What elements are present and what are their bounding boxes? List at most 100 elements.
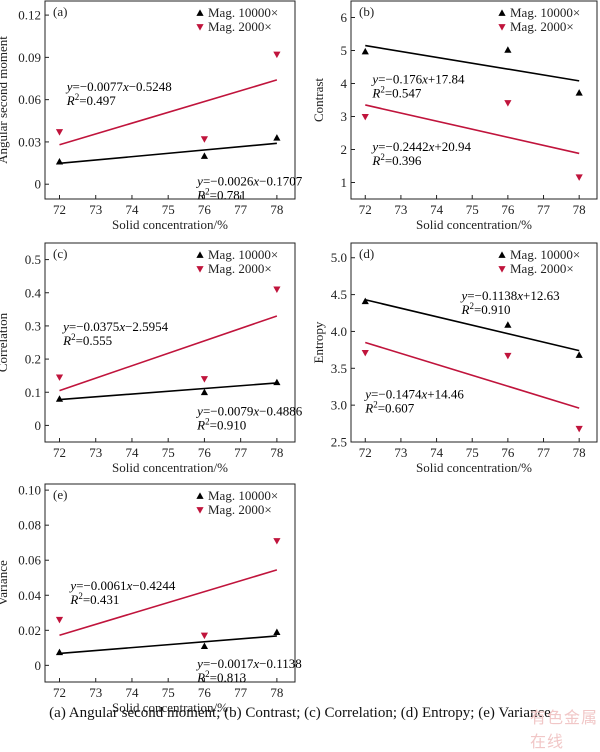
data-point	[273, 51, 281, 59]
fit-r-squared: R2=0.431	[69, 591, 119, 607]
fit-equation: y=−0.0026x−0.1707	[195, 174, 303, 189]
fit-r-squared: R2=0.910	[196, 416, 246, 432]
x-axis-label: Solid concentration/%	[416, 217, 532, 232]
x-tick-label: 78	[573, 202, 586, 217]
fit-r-squared: R2=0.813	[196, 669, 246, 685]
x-tick-label: 72	[53, 202, 66, 217]
x-tick-label: 73	[89, 445, 102, 460]
legend-label: Mag. 2000×	[208, 19, 272, 34]
fit-equation: y=−0.0375x−2.5954	[61, 319, 169, 334]
fit-line	[365, 104, 580, 155]
y-tick-label: 0.04	[18, 588, 41, 603]
plot-frame	[44, 242, 296, 443]
x-axis-label: Solid concentration/%	[112, 700, 228, 715]
y-axis-label: Variance	[0, 560, 10, 606]
data-point	[575, 351, 583, 358]
data-point	[273, 378, 281, 386]
y-tick-label: 3	[341, 109, 348, 124]
legend-marker	[498, 9, 506, 16]
x-tick-label: 74	[125, 202, 139, 217]
x-tick-label: 77	[537, 202, 551, 217]
x-tick-label: 75	[162, 445, 175, 460]
y-axis-label: Entropy	[311, 321, 326, 363]
y-tick-label: 3.0	[331, 398, 347, 413]
fit-r-squared: R2=0.910	[461, 301, 511, 317]
x-axis-label: Solid concentration/%	[112, 217, 228, 232]
data-point	[504, 100, 512, 107]
fit-equation: y=−0.0017x−0.1138	[195, 656, 302, 671]
legend-marker	[196, 492, 204, 499]
data-point	[200, 152, 209, 159]
x-tick-label: 78	[270, 202, 283, 217]
figure-caption: (a) Angular second moment; (b) Contrast;…	[49, 705, 551, 721]
y-tick-label: 5.0	[331, 250, 347, 265]
x-tick-label: 73	[89, 685, 102, 700]
x-tick-label: 74	[125, 445, 139, 460]
data-point	[55, 616, 64, 624]
data-point	[273, 538, 281, 545]
y-tick-label: 0.1	[25, 385, 41, 400]
y-tick-label: 6	[341, 10, 348, 25]
x-tick-label: 76	[198, 445, 212, 460]
y-axis-label: Contrast	[311, 78, 326, 122]
x-tick-label: 75	[162, 685, 175, 700]
fit-line	[59, 635, 277, 655]
panel-label: (b)	[359, 4, 374, 19]
data-point	[200, 376, 209, 383]
x-axis-label: Solid concentration/%	[112, 460, 228, 475]
y-tick-label: 0.08	[18, 518, 41, 533]
y-tick-label: 0.4	[25, 285, 42, 300]
x-tick-label: 72	[53, 685, 66, 700]
panel-label: (c)	[53, 246, 67, 261]
legend-marker	[196, 24, 204, 31]
legend-marker	[196, 9, 204, 16]
panel-label: (a)	[53, 4, 67, 19]
x-tick-label: 77	[537, 445, 551, 460]
data-point	[273, 286, 281, 294]
fit-equation: y=−0.2442x+20.94	[370, 139, 471, 154]
panel-label: (d)	[359, 246, 374, 261]
x-tick-label: 76	[501, 445, 515, 460]
fit-r-squared: R2=0.396	[371, 152, 422, 168]
x-tick-label: 77	[234, 685, 248, 700]
data-point	[273, 628, 281, 635]
data-point	[55, 158, 64, 165]
x-tick-label: 73	[394, 202, 407, 217]
legend-label: Mag. 2000×	[208, 502, 272, 517]
fit-line	[59, 79, 278, 146]
x-tick-label: 78	[270, 685, 283, 700]
y-tick-label: 0.2	[25, 352, 41, 367]
y-tick-label: 0	[35, 418, 42, 433]
watermark: 有色金属在线	[530, 708, 599, 751]
panel-label: (e)	[53, 487, 67, 502]
legend-marker	[498, 24, 506, 31]
data-point	[361, 113, 369, 121]
y-tick-label: 0.5	[25, 252, 41, 267]
fit-line	[365, 44, 580, 82]
x-tick-label: 76	[501, 202, 515, 217]
y-tick-label: 0.06	[18, 553, 41, 568]
y-tick-label: 4.5	[331, 287, 347, 302]
fit-equation: y=−0.1138x+12.63	[460, 288, 560, 303]
fit-equation: y=−0.1474x+14.46	[363, 387, 464, 402]
fit-line	[59, 382, 277, 401]
fit-equation: y=−0.0061x−0.4244	[68, 578, 176, 593]
plot-frame	[350, 0, 598, 200]
chart-panel-e: 72 73 74 75 76 77 78 0 0.02 0.04 0.06 0.08 0.10 Solid…	[0, 483, 302, 715]
y-tick-label: 4	[341, 76, 348, 91]
legend-label: Mag. 10000×	[208, 488, 278, 503]
data-point	[504, 352, 512, 360]
x-tick-label: 72	[359, 445, 372, 460]
x-tick-label: 74	[430, 445, 444, 460]
data-point	[504, 46, 512, 53]
data-point	[55, 129, 64, 136]
y-tick-label: 0	[35, 177, 42, 192]
legend-marker	[196, 251, 204, 258]
x-tick-label: 74	[430, 202, 444, 217]
chart-panel-a: 72 73 74 75 76 77 78 0 0.03 0.06 0.09 0.12 Solid con…	[0, 0, 303, 232]
data-point	[361, 349, 369, 357]
x-tick-label: 76	[198, 685, 212, 700]
legend-marker	[196, 507, 204, 514]
data-point	[361, 297, 369, 305]
